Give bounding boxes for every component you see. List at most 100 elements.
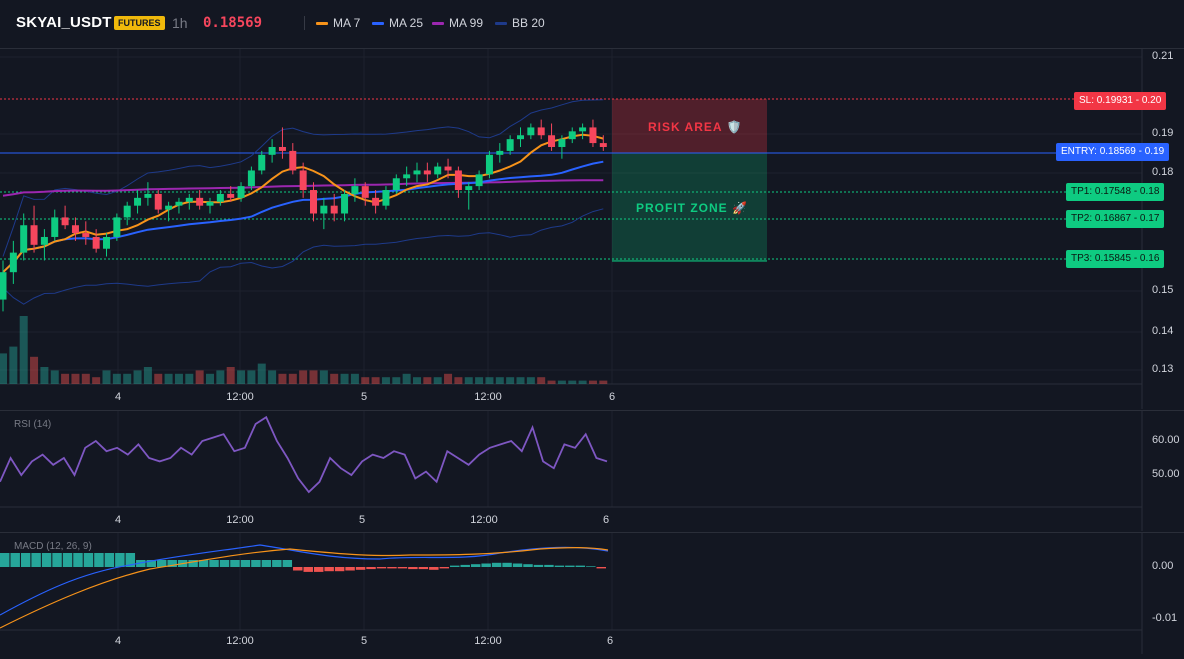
candle[interactable] [175, 197, 183, 214]
macd-canvas[interactable] [0, 533, 1184, 654]
candle[interactable] [568, 127, 576, 144]
candle[interactable] [485, 150, 493, 179]
macd-histogram-bar [115, 553, 125, 567]
x-tick-label: 4 [114, 514, 122, 526]
volume-bar [485, 377, 494, 384]
candle[interactable] [165, 201, 173, 222]
candle[interactable] [206, 197, 214, 214]
candle[interactable] [299, 162, 307, 198]
candle[interactable] [237, 182, 245, 202]
candle[interactable] [496, 143, 504, 163]
macd-histogram-bar [460, 564, 470, 567]
candle[interactable] [196, 190, 204, 210]
candle[interactable] [185, 193, 193, 210]
volume-bar [506, 377, 515, 384]
chart-header: SKYAI_USDT FUTURES 1h 0.18569 MA 7 MA 25 M… [0, 0, 1184, 48]
candle[interactable] [144, 182, 152, 206]
candle[interactable] [392, 174, 400, 194]
macd-panel[interactable]: MACD (12, 26, 9) 0.00 -0.01 4 12:00 5 12:00 6 [0, 532, 1184, 654]
stop-loss-tag: SL: 0.19931 - 0.20 [1074, 92, 1167, 110]
price-panel[interactable]: 0.21 0.19 0.18 0.15 0.14 0.13 4 12:00 5 12:00 6 R… [0, 48, 1184, 409]
rsi-canvas[interactable] [0, 411, 1184, 531]
candle[interactable] [40, 229, 48, 261]
candle[interactable] [454, 166, 462, 198]
candle[interactable] [434, 162, 442, 179]
candle[interactable] [289, 143, 297, 175]
candle[interactable] [154, 190, 162, 214]
macd-histogram-bar [240, 560, 251, 567]
candle-body [392, 178, 400, 191]
x-tick-label: 6 [602, 514, 610, 526]
candle[interactable] [517, 127, 524, 147]
volume-bar [423, 377, 432, 384]
rsi-panel[interactable]: RSI (14) 60.00 50.00 4 12:00 5 12:00 6 [0, 410, 1184, 531]
macd-histogram-bar [73, 553, 83, 567]
symbol-name[interactable]: SKYAI_USDT [16, 14, 112, 31]
candle[interactable] [599, 135, 607, 151]
candle[interactable] [216, 190, 224, 206]
candle[interactable] [258, 150, 266, 175]
candle[interactable] [465, 182, 473, 210]
y-tick-label: 0.14 [1152, 325, 1174, 337]
candle[interactable] [30, 205, 38, 253]
volume-bar [568, 380, 577, 384]
legend-item[interactable]: BB 20 [495, 16, 545, 30]
candle[interactable] [341, 190, 349, 222]
candle[interactable] [103, 233, 110, 257]
candle[interactable] [527, 123, 535, 140]
macd-histogram-bar [41, 553, 52, 567]
candle[interactable] [268, 139, 276, 163]
candle[interactable] [361, 182, 369, 206]
macd-histogram-bar [156, 560, 167, 567]
candle[interactable] [548, 123, 556, 151]
legend-item[interactable]: MA 99 [432, 16, 483, 30]
candle[interactable] [537, 119, 545, 140]
volume-bar [557, 380, 566, 384]
candle[interactable] [310, 182, 317, 222]
candle[interactable] [330, 193, 338, 222]
macd-histogram-bar [251, 560, 261, 567]
legend-item[interactable]: MA 25 [372, 16, 423, 30]
candle[interactable] [9, 240, 17, 284]
candle[interactable] [123, 201, 131, 226]
volume-bar [61, 373, 70, 384]
price-chart-canvas[interactable] [0, 49, 1184, 409]
candle[interactable] [278, 127, 286, 159]
x-tick-label: 4 [114, 635, 122, 647]
candle[interactable] [579, 123, 587, 140]
candle[interactable] [444, 158, 452, 179]
candle-body [403, 174, 411, 179]
candle[interactable] [61, 205, 69, 230]
candle[interactable] [372, 190, 380, 214]
legend-item[interactable]: MA 7 [316, 16, 360, 30]
candle[interactable] [92, 229, 100, 253]
candle[interactable] [20, 213, 28, 261]
candle[interactable] [71, 217, 79, 241]
candle-body [206, 201, 214, 206]
candle[interactable] [247, 166, 255, 191]
candle[interactable] [558, 135, 566, 159]
candle[interactable] [351, 178, 359, 202]
candle[interactable] [82, 221, 90, 245]
candle-body [568, 131, 576, 140]
candle-body [30, 225, 38, 245]
candle-body [496, 150, 504, 155]
candle[interactable] [475, 170, 483, 191]
candle[interactable] [423, 162, 431, 183]
candle[interactable] [51, 209, 59, 241]
candle[interactable] [403, 166, 411, 187]
candle[interactable] [320, 197, 328, 230]
candle[interactable] [227, 186, 235, 202]
candle[interactable] [134, 190, 142, 214]
volume-bar [9, 346, 18, 384]
candle[interactable] [0, 260, 7, 312]
volume-bar [164, 373, 173, 384]
volume-bar [588, 380, 597, 384]
candle[interactable] [382, 186, 390, 210]
candle[interactable] [413, 162, 421, 183]
interval-selector[interactable]: 1h [172, 15, 188, 31]
candle[interactable] [589, 119, 597, 147]
volume-bar [454, 377, 463, 384]
candle[interactable] [506, 135, 514, 155]
candle[interactable] [113, 213, 121, 241]
